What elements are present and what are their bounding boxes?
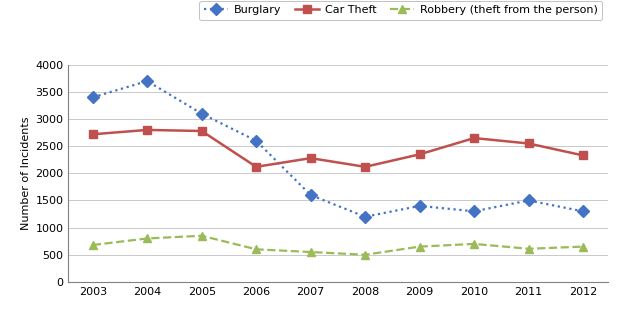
Legend: Burglary, Car Theft, Robbery (theft from the person): Burglary, Car Theft, Robbery (theft from…: [200, 1, 602, 20]
Y-axis label: Number of Incidents: Number of Incidents: [21, 117, 31, 230]
